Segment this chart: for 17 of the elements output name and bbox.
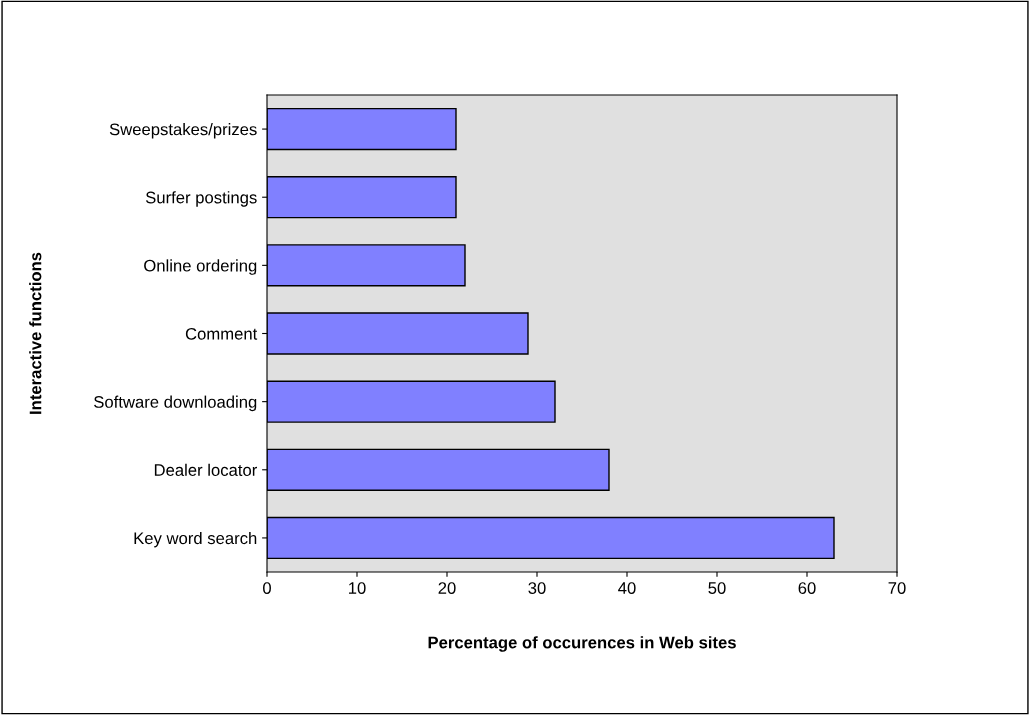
y-tick-label: Key word search (134, 531, 257, 548)
x-tick-label: 40 (618, 582, 636, 594)
x-tick-label: 10 (349, 582, 366, 594)
y-tick-label: Surfer postings (145, 191, 257, 207)
y-tick-label: Comment (185, 327, 258, 340)
x-tick-label: 30 (528, 582, 546, 594)
x-tick-label: 70 (888, 582, 906, 594)
x-tick-label: 60 (798, 582, 816, 594)
y-axis-title: Interactive functions (29, 252, 42, 414)
y-tick-label: Software downloading (94, 395, 257, 412)
x-axis-title: Percentage of occurences in Web sites (428, 636, 736, 652)
y-tick-label: Online ordering (144, 259, 257, 275)
y-tick-label: Dealer locator (154, 463, 258, 476)
x-tick-label: 20 (438, 582, 456, 594)
x-tick-label: 0 (263, 582, 271, 594)
x-tick-label: 50 (708, 582, 726, 594)
y-tick-label: Sweepstakes/prizes (109, 123, 257, 139)
